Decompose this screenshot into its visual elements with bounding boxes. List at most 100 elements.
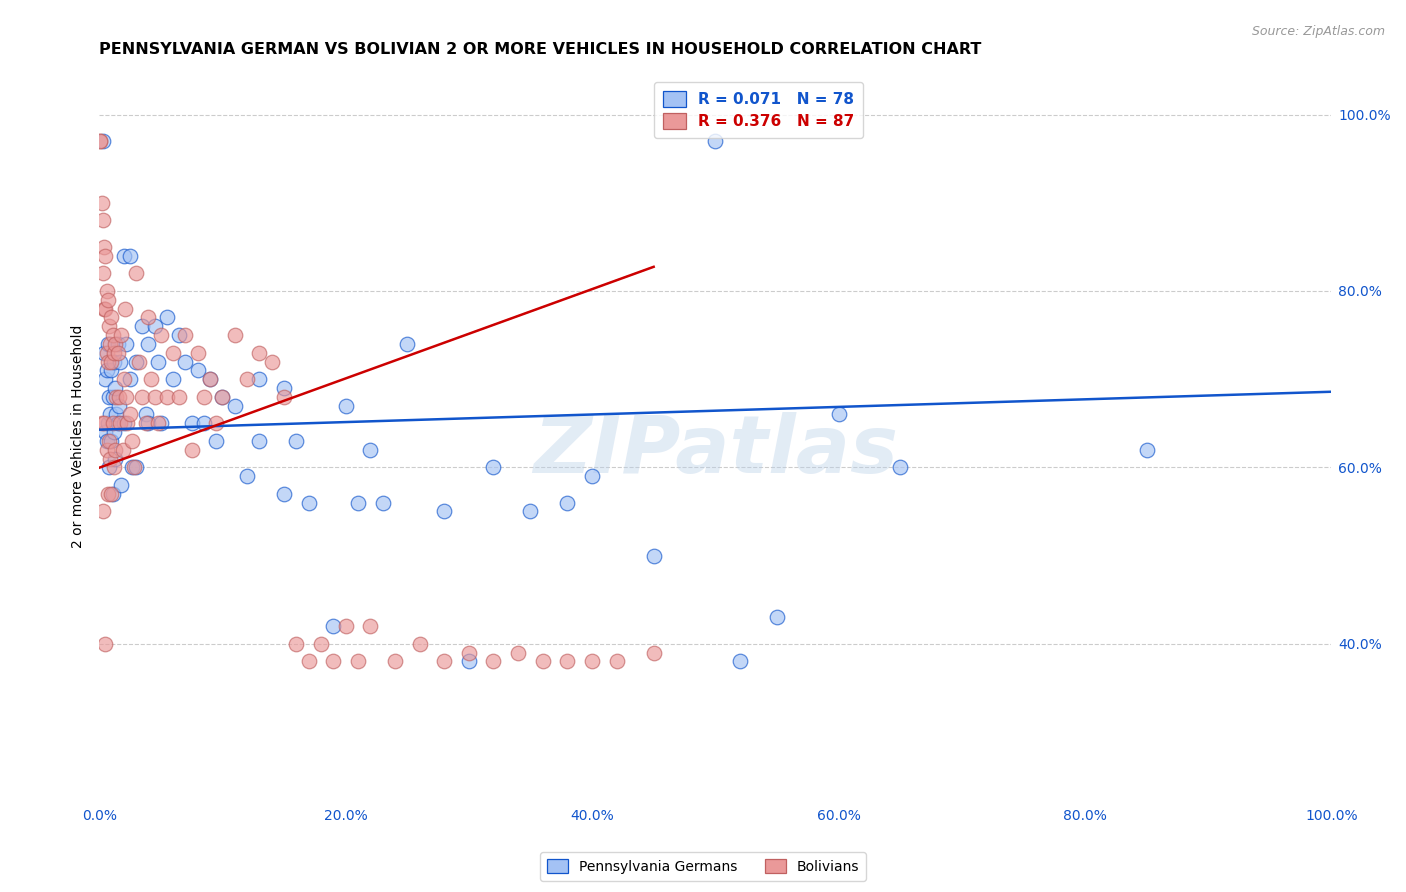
Point xyxy=(606,654,628,668)
Point xyxy=(322,654,344,668)
Point xyxy=(205,434,228,448)
Point xyxy=(309,637,332,651)
Point xyxy=(384,654,406,668)
Point xyxy=(138,416,160,430)
Point xyxy=(101,390,124,404)
Point xyxy=(94,425,117,439)
Point xyxy=(94,301,117,316)
Point xyxy=(273,390,295,404)
Point xyxy=(93,301,115,316)
Point xyxy=(91,266,114,280)
Point xyxy=(508,646,530,660)
Point xyxy=(98,390,121,404)
Point xyxy=(408,637,430,651)
Point xyxy=(103,425,125,439)
Point xyxy=(139,372,162,386)
Point xyxy=(247,434,270,448)
Legend: Pennsylvania Germans, Bolivians: Pennsylvania Germans, Bolivians xyxy=(540,852,866,880)
Point xyxy=(643,646,665,660)
Point xyxy=(112,249,135,263)
Point xyxy=(100,363,122,377)
Point xyxy=(224,399,246,413)
Point xyxy=(180,442,202,457)
Point xyxy=(105,390,128,404)
Point xyxy=(104,381,127,395)
Point xyxy=(371,495,394,509)
Legend: R = 0.071   N = 78, R = 0.376   N = 87: R = 0.071 N = 78, R = 0.376 N = 87 xyxy=(654,82,863,138)
Point xyxy=(108,416,131,430)
Point xyxy=(335,399,357,413)
Point xyxy=(187,363,209,377)
Point xyxy=(103,460,125,475)
Point xyxy=(766,610,789,624)
Point xyxy=(135,416,157,430)
Point xyxy=(118,408,141,422)
Text: PENNSYLVANIA GERMAN VS BOLIVIAN 2 OR MORE VEHICLES IN HOUSEHOLD CORRELATION CHAR: PENNSYLVANIA GERMAN VS BOLIVIAN 2 OR MOR… xyxy=(100,42,981,57)
Point xyxy=(115,390,138,404)
Point xyxy=(97,416,120,430)
Point xyxy=(433,654,456,668)
Point xyxy=(704,134,727,148)
Point xyxy=(118,372,141,386)
Point xyxy=(108,399,131,413)
Point xyxy=(97,336,120,351)
Point xyxy=(347,495,370,509)
Point xyxy=(211,390,233,404)
Point xyxy=(156,310,179,325)
Point xyxy=(149,328,172,343)
Point xyxy=(433,504,456,518)
Point xyxy=(581,654,603,668)
Point xyxy=(148,416,170,430)
Point xyxy=(125,354,148,368)
Point xyxy=(98,434,121,448)
Point xyxy=(97,293,120,307)
Point xyxy=(94,372,117,386)
Point xyxy=(103,345,125,359)
Point xyxy=(457,646,479,660)
Point xyxy=(118,249,141,263)
Point xyxy=(98,336,121,351)
Point xyxy=(96,345,118,359)
Point xyxy=(100,487,122,501)
Point xyxy=(90,416,112,430)
Point xyxy=(247,372,270,386)
Point xyxy=(211,390,233,404)
Point xyxy=(107,336,129,351)
Point xyxy=(96,284,118,298)
Point xyxy=(107,416,129,430)
Point xyxy=(359,619,381,633)
Point xyxy=(96,434,118,448)
Point xyxy=(285,434,308,448)
Point xyxy=(236,469,259,483)
Point xyxy=(104,336,127,351)
Point xyxy=(167,328,190,343)
Point xyxy=(224,328,246,343)
Point xyxy=(162,345,184,359)
Point xyxy=(205,416,228,430)
Point xyxy=(519,504,541,518)
Point xyxy=(359,442,381,457)
Point xyxy=(108,390,131,404)
Point xyxy=(128,354,150,368)
Point xyxy=(93,416,115,430)
Point xyxy=(396,336,419,351)
Point xyxy=(121,434,143,448)
Text: ZIPatlas: ZIPatlas xyxy=(533,412,898,490)
Point xyxy=(138,310,160,325)
Point xyxy=(101,328,124,343)
Point xyxy=(193,416,215,430)
Point xyxy=(174,354,197,368)
Point xyxy=(121,460,143,475)
Point xyxy=(298,495,321,509)
Text: Source: ZipAtlas.com: Source: ZipAtlas.com xyxy=(1251,25,1385,38)
Point xyxy=(91,134,114,148)
Point xyxy=(482,654,505,668)
Point xyxy=(90,195,112,210)
Point xyxy=(149,416,172,430)
Point xyxy=(298,654,321,668)
Point xyxy=(100,434,122,448)
Point xyxy=(107,345,129,359)
Point xyxy=(96,442,118,457)
Point xyxy=(148,354,170,368)
Point xyxy=(125,266,148,280)
